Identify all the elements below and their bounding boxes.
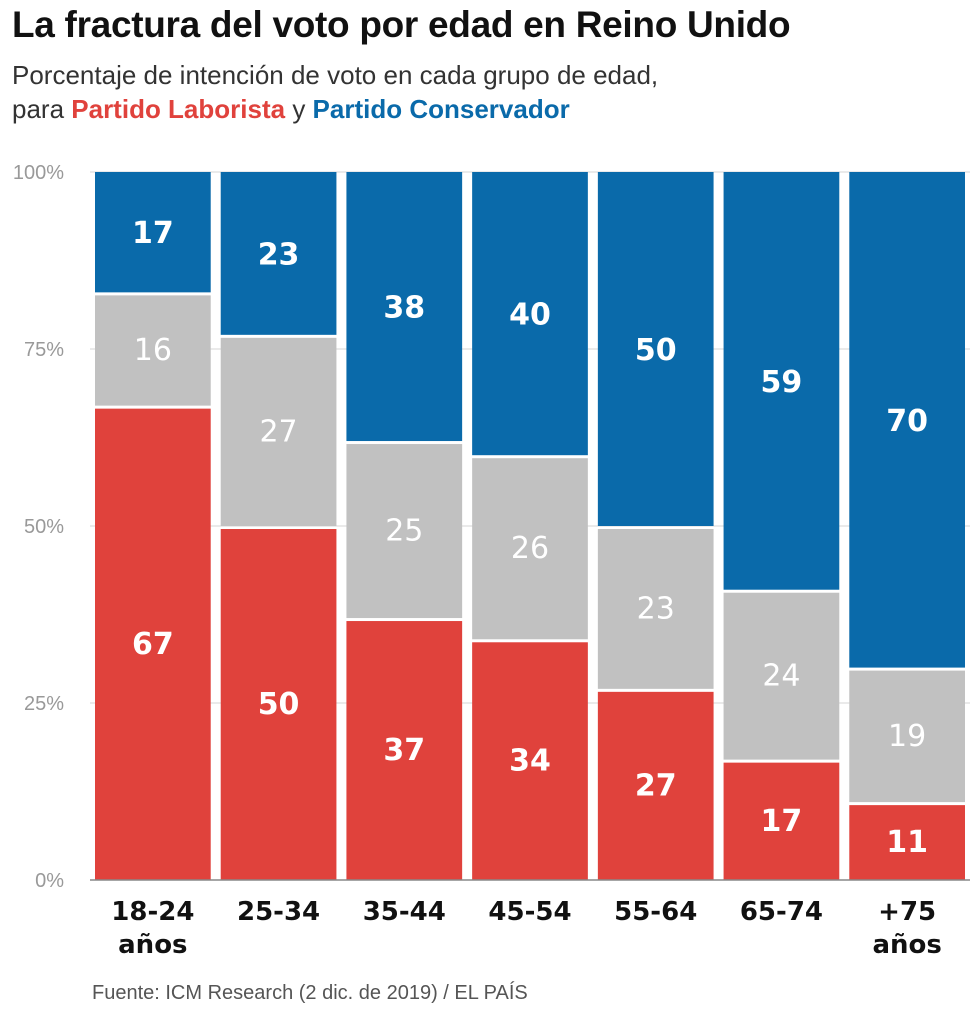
data-label: 27 [259,414,297,449]
bar-segment-other [220,337,337,526]
bar-segment-other [95,295,211,406]
data-label: 25 [385,514,423,549]
bar-segment-other [849,670,965,803]
x-category-label: 18-24 [111,897,194,927]
bar-segment-labour [220,529,337,880]
x-category-label: 55-64 [614,897,697,927]
data-label: 40 [509,298,551,333]
data-label: 17 [761,804,803,839]
bar-segment-conservative [346,172,463,442]
chart-title: La fractura del voto por edad en Reino U… [12,4,791,45]
x-category-label: 45-54 [488,897,571,927]
bar-segment-conservative [849,172,965,668]
bar-segment-labour [849,805,965,880]
data-label: 19 [888,719,926,754]
bar-segment-other [723,592,840,760]
data-label: 23 [258,237,300,272]
x-category-label: 25-34 [237,897,320,927]
bar-segment-conservative [95,172,211,293]
bar-segment-labour [95,408,211,880]
bar-segment-labour [597,691,714,880]
x-category-label: 65-74 [740,897,823,927]
bar-segment-labour [723,762,840,880]
y-tick-label: 0% [35,870,64,892]
y-tick-label: 75% [24,339,64,361]
bar-segment-conservative [723,172,840,590]
data-label: 17 [132,216,174,251]
data-label: 23 [637,591,675,626]
bar-segment-labour [346,621,463,880]
subtitle-line1: Porcentaje de intención de voto en cada … [12,60,659,90]
y-tick-label: 25% [24,693,64,715]
source-note: Fuente: ICM Research (2 dic. de 2019) / … [92,982,528,1004]
data-label: 38 [383,291,425,326]
data-label: 34 [509,744,551,779]
data-label: 50 [635,333,677,368]
data-label: 27 [635,768,677,803]
bar-segment-other [472,458,588,640]
data-label: 37 [383,733,425,768]
x-category-label: 35-44 [363,897,446,927]
legend-conservative: Partido Conservador [312,94,570,124]
data-label: 11 [886,825,928,860]
bar-segment-labour [472,642,588,880]
data-label: 24 [762,659,800,694]
bar-segment-conservative [472,172,588,456]
y-tick-label: 100% [13,162,64,184]
x-category-label: años [872,930,941,960]
bar-segment-other [346,444,463,619]
data-label: 16 [134,333,172,368]
bar-segment-conservative [597,172,714,526]
x-category-label: años [118,930,187,960]
chart-subtitle: Porcentaje de intención de voto en cada … [12,58,658,126]
data-label: 70 [886,404,928,439]
data-label: 26 [511,531,549,566]
data-label: 59 [761,365,803,400]
y-tick-label: 50% [24,516,64,538]
legend-labour: Partido Laborista [71,94,286,124]
data-label: 50 [258,687,300,722]
subtitle-prefix: para [12,94,72,124]
bar-segment-conservative [220,172,337,335]
bar-segment-other [597,529,714,689]
x-category-label: +75 [878,897,936,927]
subtitle-connector: y [285,94,313,124]
data-label: 67 [132,627,174,662]
